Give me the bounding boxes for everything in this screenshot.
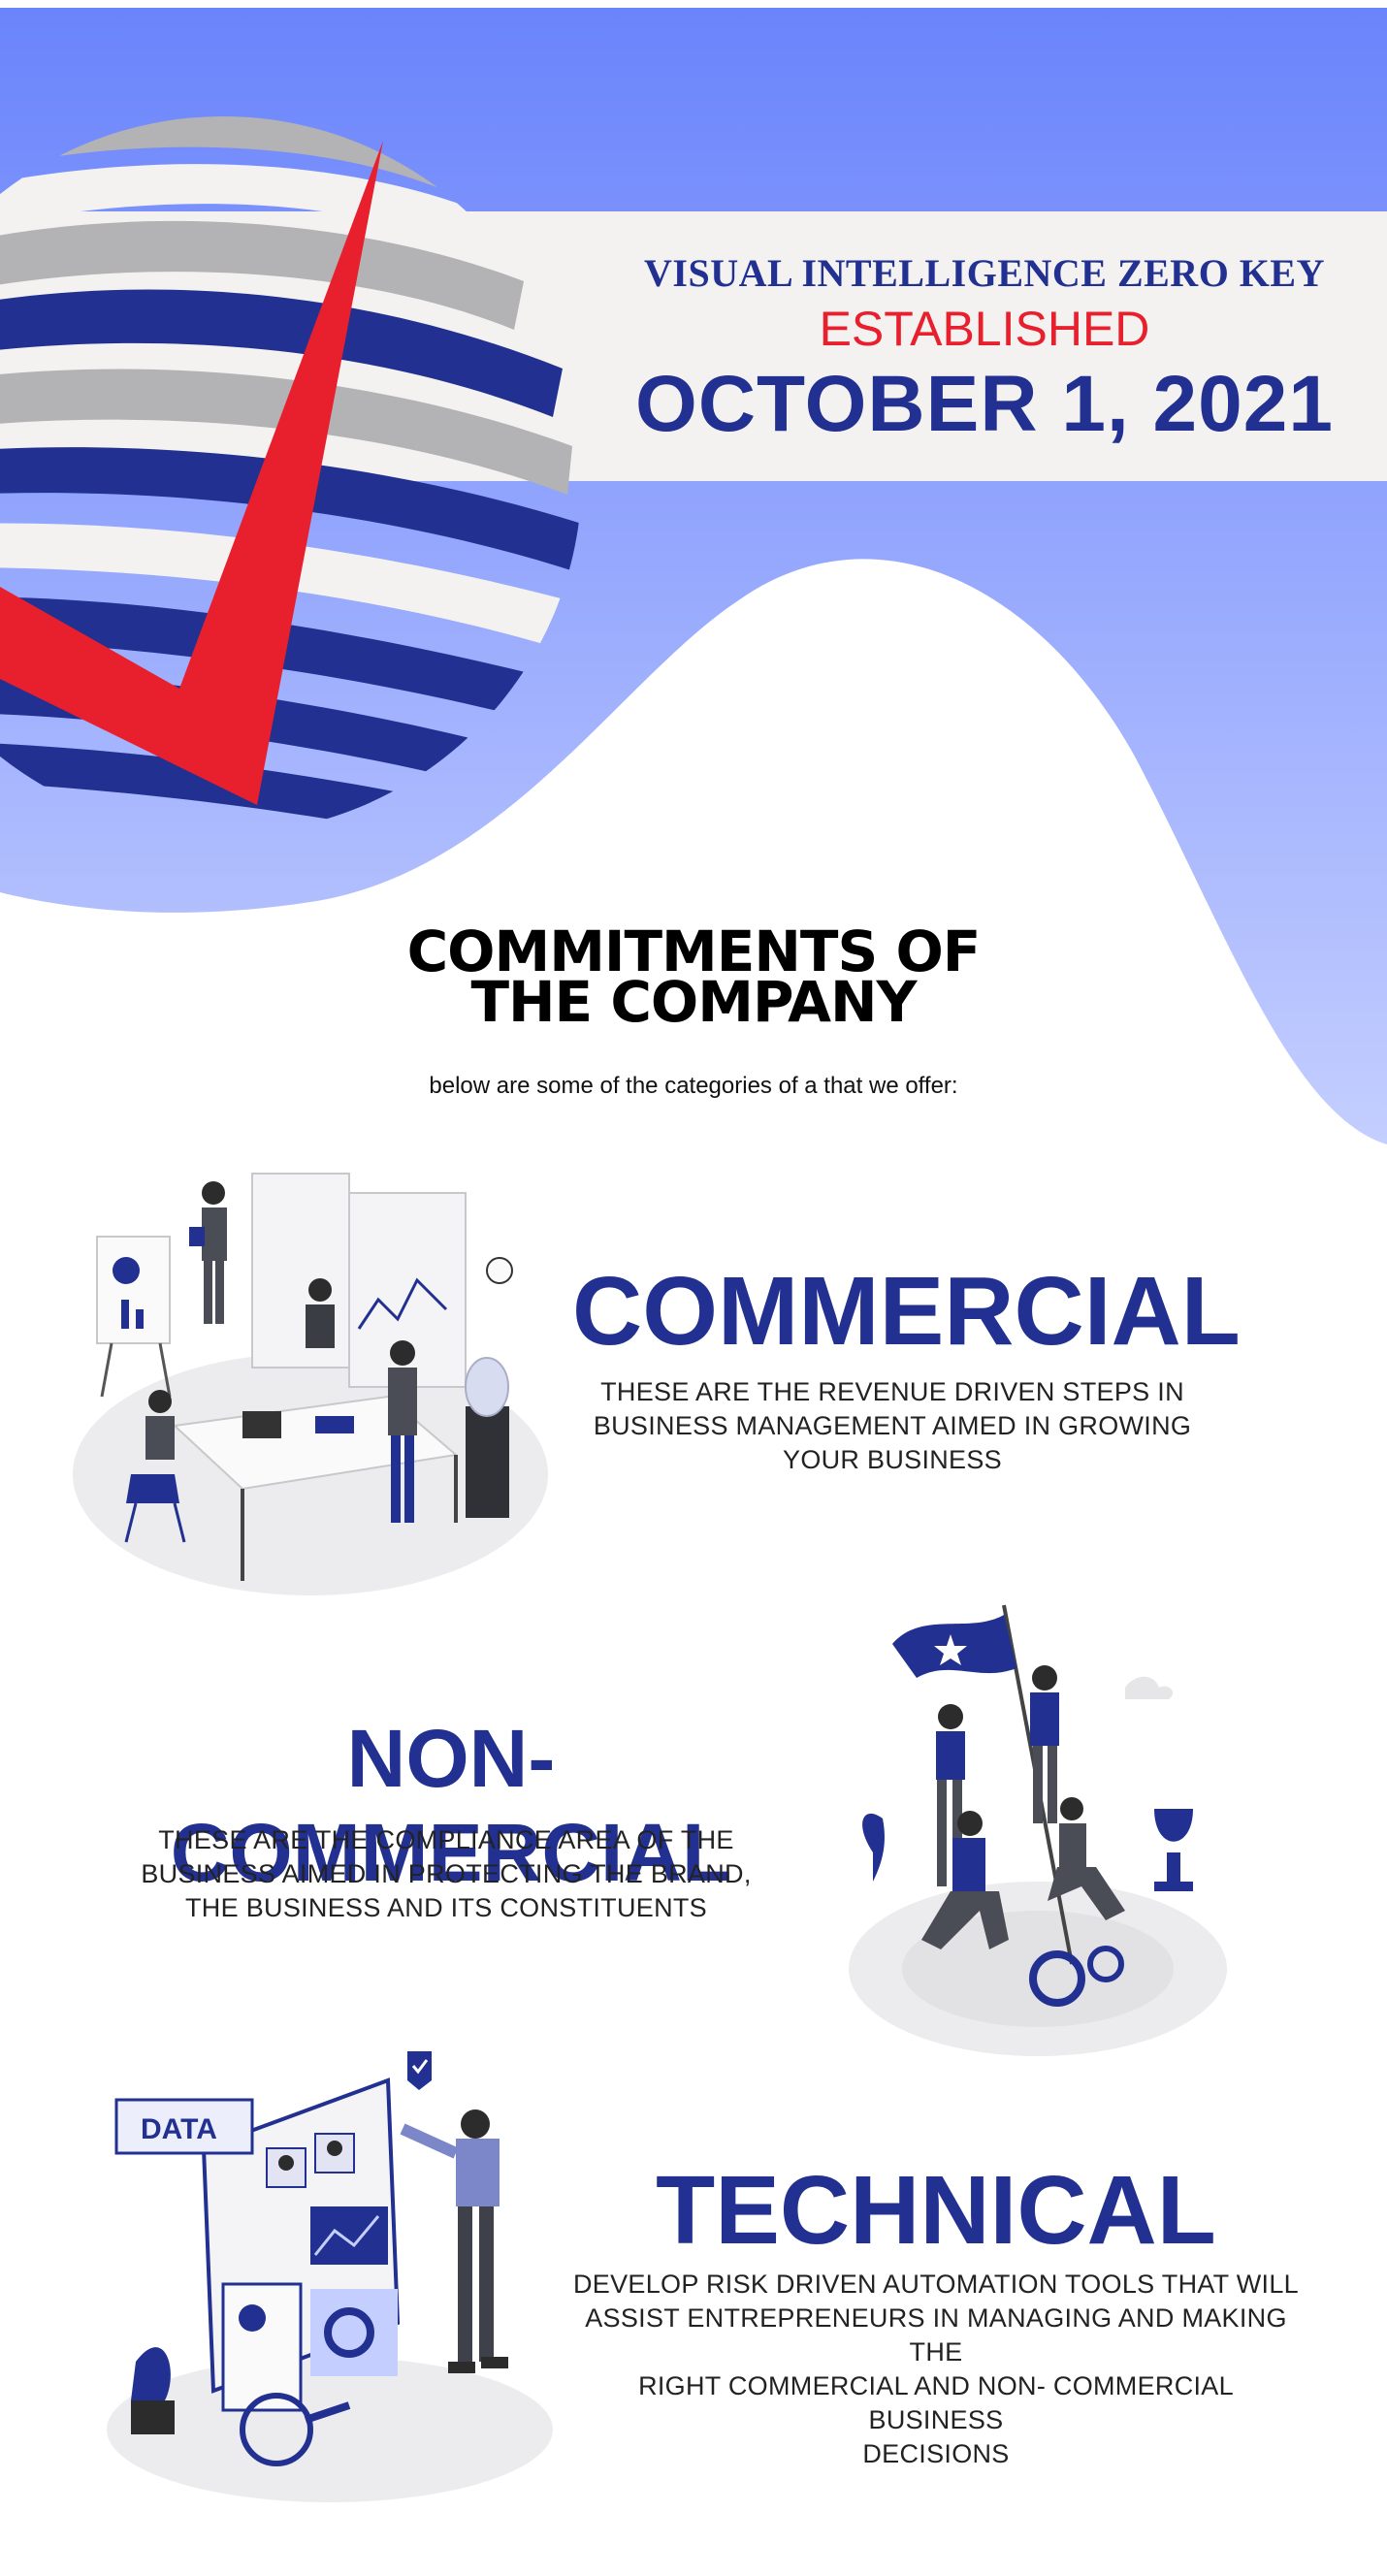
data-tag-text: DATA	[141, 2113, 217, 2145]
technical-description: DEVELOP RISK DRIVEN AUTOMATION TOOLS THA…	[572, 2268, 1300, 2471]
commercial-description: THESE ARE THE REVENUE DRIVEN STEPS IN BU…	[572, 1375, 1212, 1477]
logo-checkmark	[0, 141, 383, 805]
hero-background	[0, 0, 1387, 1164]
technical-description-line: RIGHT COMMERCIAL AND NON- COMMERCIAL BUS…	[638, 2371, 1234, 2434]
noncommercial-description-line: THE BUSINESS AND ITS CONSTITUENTS	[185, 1893, 707, 1922]
section-subtitle: below are some of the categories of a th…	[429, 1073, 958, 1099]
section-title-line1: COMMITMENTS OF	[406, 918, 982, 984]
technical-description-line: DEVELOP RISK DRIVEN AUTOMATION TOOLS THA…	[573, 2270, 1299, 2299]
section-title-line2: THE COMPANY	[470, 969, 917, 1035]
commercial-description-line: THESE ARE THE REVENUE DRIVEN STEPS IN	[600, 1377, 1184, 1406]
technical-description-line: DECISIONS	[862, 2439, 1010, 2468]
data-dashboard-illustration: DATA	[107, 2051, 553, 2502]
established-label: ESTABLISHED	[819, 302, 1150, 356]
commercial-title: COMMERCIAL	[572, 1257, 1241, 1366]
established-date: OCTOBER 1, 2021	[635, 360, 1334, 448]
commercial-description-line: YOUR BUSINESS	[783, 1445, 1002, 1474]
technical-description-line: ASSIST ENTREPRENEURS IN MANAGING AND MAK…	[585, 2303, 1287, 2367]
noncommercial-description-line: THESE ARE THE COMPLIANCE AREA OF THE	[158, 1825, 734, 1854]
office-meeting-illustration	[73, 1173, 548, 1595]
commercial-description-line: BUSINESS MANAGEMENT AIMED IN GROWING	[593, 1411, 1192, 1440]
noncommercial-description: THESE ARE THE COMPLIANCE AREA OF THE BUS…	[116, 1823, 776, 1925]
section-title: COMMITMENTS OF THE COMPANY	[306, 918, 1081, 1035]
noncommercial-title: NON-COMMERCIAL	[170, 1713, 732, 1898]
noncommercial-description-line: BUSINESS AIMED IN PROTECTING THE BRAND,	[141, 1859, 752, 1888]
company-logo	[0, 116, 582, 834]
team-flag-illustration	[849, 1604, 1227, 2056]
technical-title: TECHNICAL	[656, 2156, 1216, 2265]
company-name: VISUAL INTELLIGENCE ZERO KEY	[644, 251, 1325, 295]
